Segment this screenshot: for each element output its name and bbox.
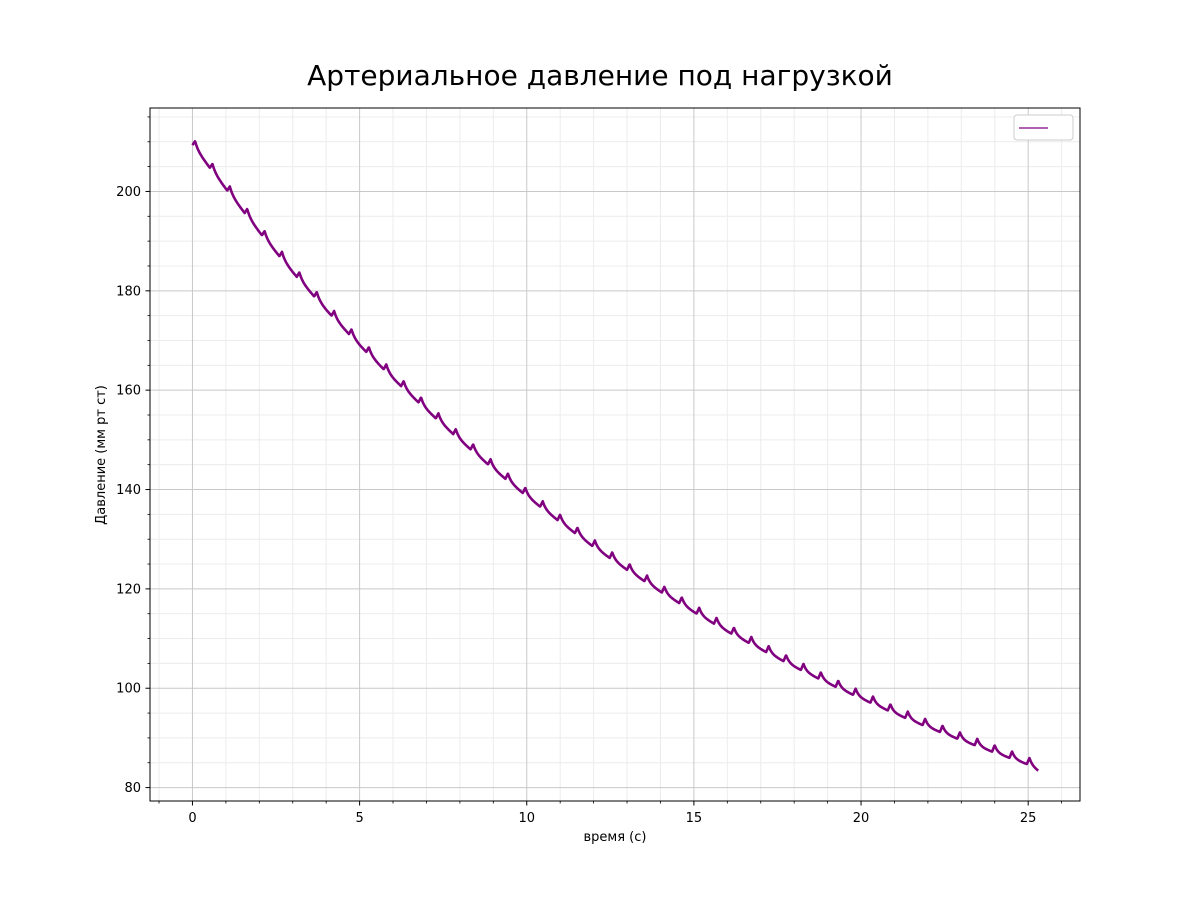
tick-labels: 0 5 10 15 20 25 80 100 120 140 160 180 200 xyxy=(116,185,1036,826)
series-line xyxy=(191,140,1040,772)
y-tick-label: 200 xyxy=(116,185,141,200)
major-gridlines xyxy=(150,108,1080,801)
series-group xyxy=(191,140,1040,772)
x-axis-label: время (с) xyxy=(584,830,647,845)
x-tick-label: 5 xyxy=(355,811,363,826)
x-tick-label: 10 xyxy=(518,811,535,826)
x-tick-label: 25 xyxy=(1020,811,1037,826)
y-tick-label: 80 xyxy=(124,781,141,796)
x-tick-label: 15 xyxy=(686,811,703,826)
x-tick-label: 0 xyxy=(188,811,196,826)
minor-gridlines xyxy=(150,108,1080,801)
y-axis-label: Давление (мм рт ст) xyxy=(94,385,109,525)
legend xyxy=(1013,114,1074,141)
y-tick-label: 140 xyxy=(116,483,141,498)
y-tick-label: 120 xyxy=(116,582,141,597)
x-tick-label: 20 xyxy=(853,811,870,826)
y-tick-label: 160 xyxy=(116,384,141,399)
y-tick-label: 100 xyxy=(116,682,141,697)
chart-title: Артериальное давление под нагрузкой xyxy=(307,59,893,92)
y-tick-label: 180 xyxy=(116,284,141,299)
plot-area-frame xyxy=(149,107,1081,802)
